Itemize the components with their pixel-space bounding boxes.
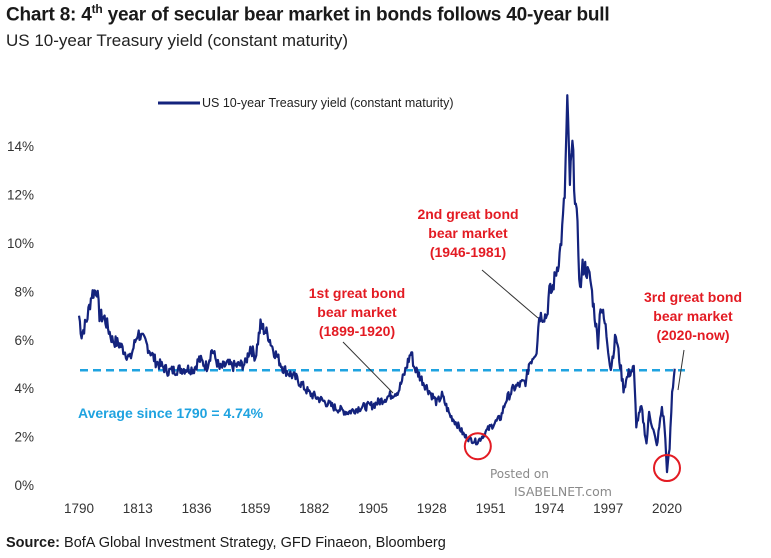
annotation-text: 2nd great bond (417, 206, 518, 222)
y-tick-label: 14% (7, 139, 34, 154)
x-tick-label: 1836 (182, 501, 212, 516)
x-tick-label: 1813 (123, 501, 153, 516)
annotation-leader (481, 269, 539, 319)
chart-title: Chart 8: 4th year of secular bear market… (6, 2, 610, 26)
y-tick-label: 12% (7, 188, 34, 203)
chart-subtitle: US 10-year Treasury yield (constant matu… (6, 31, 349, 50)
source-label: Source: (6, 535, 60, 551)
x-tick-label: 1951 (476, 501, 506, 516)
watermark-text: ISABELNET.com (514, 484, 612, 499)
annotation-text: (2020-now) (656, 327, 729, 343)
series-line (77, 94, 676, 474)
watermark-text: Posted on (490, 467, 549, 481)
x-tick-label: 1882 (299, 501, 329, 516)
annotation-text: 1st great bond (309, 285, 405, 301)
y-tick-label: 4% (14, 381, 34, 396)
x-tick-label: 1905 (358, 501, 388, 516)
x-tick-label: 1928 (417, 501, 447, 516)
y-tick-label: 10% (7, 236, 34, 251)
y-tick-label: 8% (14, 284, 34, 299)
x-tick-label: 1790 (64, 501, 94, 516)
y-tick-label: 0% (14, 478, 34, 493)
title-rest: year of secular bear market in bonds fol… (102, 4, 610, 26)
x-tick-label: 2020 (652, 501, 682, 516)
annotation-text: (1946-1981) (430, 244, 506, 260)
annotation-text: 3rd great bond (644, 289, 742, 305)
y-tick-label: 6% (14, 333, 34, 348)
average-label: Average since 1790 = 4.74% (78, 405, 264, 421)
annotation-text: bear market (653, 308, 733, 324)
highlight-circle (463, 432, 492, 461)
legend-label: US 10-year Treasury yield (constant matu… (202, 96, 453, 110)
annotation-text: (1899-1920) (319, 323, 395, 339)
x-tick-label: 1997 (593, 501, 623, 516)
x-tick-label: 1859 (240, 501, 270, 516)
annotation-leader (677, 349, 685, 391)
x-tick-label: 1974 (534, 501, 565, 516)
chart-area: 0% 2% 4% 6% 8% 10% 12% 14% 1790 1813 1836 1859 1882 1… (7, 94, 742, 516)
source-text: BofA Global Investment Strategy, GFD Fin… (60, 535, 446, 551)
title-superscript: th (91, 2, 103, 16)
annotation-leader (342, 341, 394, 394)
annotation-text: bear market (317, 304, 397, 320)
source-note: Source: BofA Global Investment Strategy,… (6, 535, 446, 551)
highlight-circle (653, 454, 681, 483)
y-tick-label: 2% (14, 430, 34, 445)
annotation-text: bear market (428, 225, 508, 241)
title-prefix: Chart 8: 4 (6, 4, 92, 26)
